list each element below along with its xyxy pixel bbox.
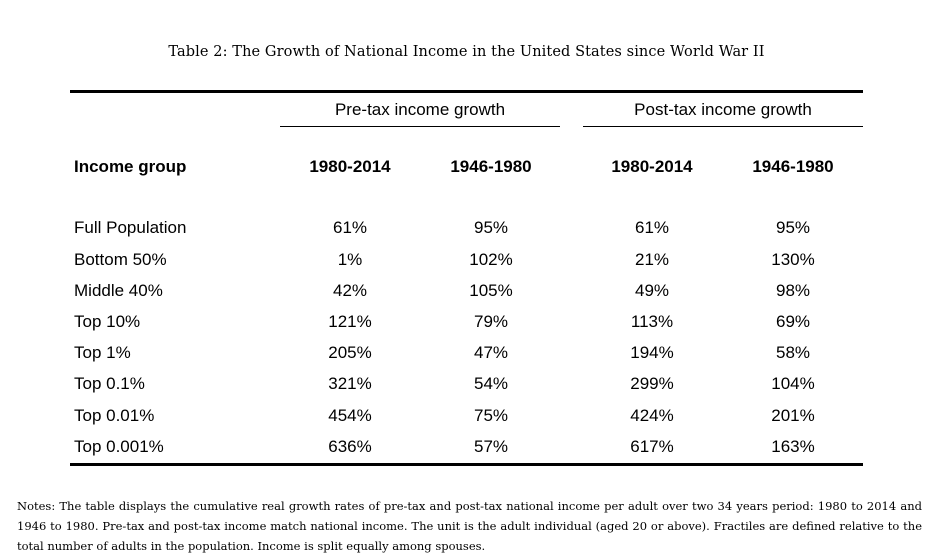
- row-label: Bottom 50%: [74, 250, 167, 269]
- column-header-posttax-1946-1980: 1946-1980: [752, 157, 834, 176]
- row-label: Top 1%: [74, 343, 131, 362]
- column-header-posttax-1980-2014: 1980-2014: [611, 157, 693, 176]
- pretax-1980-2014-value: 454%: [328, 406, 372, 425]
- table-notes: Notes: The table displays the cumulative…: [17, 499, 922, 553]
- row-label: Top 0.001%: [74, 437, 164, 456]
- row-label: Top 10%: [74, 312, 141, 331]
- row-label: Top 0.1%: [74, 374, 145, 393]
- pretax-1946-1980-value: 105%: [469, 281, 513, 300]
- posttax-1980-2014-value: 21%: [634, 250, 670, 269]
- pretax-1946-1980-value: 54%: [473, 374, 509, 393]
- pretax-1980-2014-value: 42%: [332, 281, 368, 300]
- posttax-1946-1980-value: 58%: [775, 343, 811, 362]
- pretax-1946-1980-value: 102%: [469, 250, 513, 269]
- posttax-1946-1980-value: 201%: [771, 406, 815, 425]
- pretax-1946-1980-value: 47%: [473, 343, 509, 362]
- row-label: Top 0.01%: [74, 406, 155, 425]
- posttax-1980-2014-value: 617%: [630, 437, 674, 456]
- posttax-1946-1980-value: 104%: [771, 374, 815, 393]
- pretax-group-header: Pre-tax income growth: [334, 100, 506, 119]
- table-bottom-rule: [70, 463, 863, 466]
- posttax-1980-2014-value: 424%: [630, 406, 674, 425]
- pretax-1946-1980-value: 75%: [473, 406, 509, 425]
- posttax-1946-1980-value: 95%: [775, 218, 811, 237]
- posttax-group-underline: [583, 126, 863, 127]
- row-label: Full Population: [74, 218, 187, 237]
- posttax-1980-2014-value: 194%: [630, 343, 674, 362]
- pretax-1946-1980-value: 57%: [473, 437, 509, 456]
- posttax-1980-2014-value: 49%: [634, 281, 670, 300]
- pretax-group-underline: [280, 126, 560, 127]
- posttax-1980-2014-value: 113%: [630, 312, 674, 331]
- posttax-1946-1980-value: 69%: [775, 312, 811, 331]
- pretax-1980-2014-value: 636%: [328, 437, 372, 456]
- table-top-rule: [70, 90, 863, 93]
- pretax-1980-2014-value: 321%: [328, 374, 372, 393]
- column-header-pretax-1980-2014: 1980-2014: [309, 157, 391, 176]
- column-header-pretax-1946-1980: 1946-1980: [450, 157, 532, 176]
- pretax-1946-1980-value: 95%: [473, 218, 509, 237]
- posttax-1946-1980-value: 98%: [775, 281, 811, 300]
- posttax-1980-2014-value: 61%: [634, 218, 670, 237]
- pretax-1980-2014-value: 205%: [328, 343, 372, 362]
- posttax-1980-2014-value: 299%: [630, 374, 674, 393]
- pretax-1980-2014-value: 1%: [337, 250, 363, 269]
- pretax-1980-2014-value: 61%: [332, 218, 368, 237]
- pretax-1946-1980-value: 79%: [473, 312, 509, 331]
- posttax-1946-1980-value: 130%: [771, 250, 815, 269]
- table-caption: Table 2: The Growth of National Income i…: [168, 44, 765, 60]
- column-header-income-group: Income group: [74, 157, 187, 176]
- row-label: Middle 40%: [74, 281, 163, 300]
- posttax-1946-1980-value: 163%: [771, 437, 815, 456]
- posttax-group-header: Post-tax income growth: [634, 100, 812, 119]
- pretax-1980-2014-value: 121%: [328, 312, 372, 331]
